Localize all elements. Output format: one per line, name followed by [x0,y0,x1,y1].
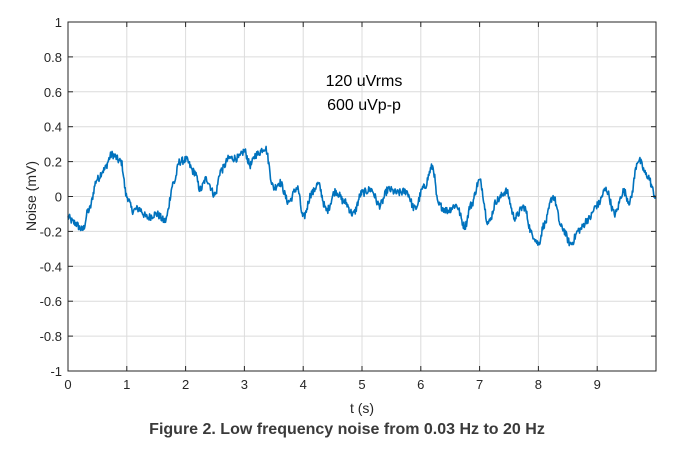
x-tick-label: 9 [594,377,601,392]
y-tick-label: -0.8 [40,329,62,344]
y-tick-label: 0 [55,190,62,205]
y-tick-label: 0.6 [44,85,62,100]
annotation-peak-to-peak: 600 uVp-p [327,97,401,114]
y-tick-label: 0.4 [44,120,62,135]
tick-marks [67,21,656,372]
series-layer [67,145,657,247]
figure-caption: Figure 2. Low frequency noise from 0.03 … [149,421,545,438]
x-tick-label: 8 [535,377,542,392]
y-tick-label: -0.4 [40,259,62,274]
y-tick-label: 0.2 [44,155,62,170]
x-tick-label: 6 [417,377,424,392]
y-tick-label: -0.6 [40,294,62,309]
y-axis-label: Noise (mV) [23,161,39,231]
y-tick-label: -1 [50,364,62,379]
y-tick-labels: -1 -0.8 -0.6 -0.4 -0.2 0 0.2 0.4 0.6 0.8 1 [40,15,62,379]
x-tick-labels: 0 1 2 3 4 5 6 7 8 9 [64,377,600,392]
noise-series-line [67,145,657,247]
x-tick-label: 5 [358,377,365,392]
annotation-rms: 120 uVrms [326,73,403,90]
x-tick-label: 1 [123,377,130,392]
y-tick-label: 0.8 [44,50,62,65]
x-tick-label: 2 [182,377,189,392]
x-tick-label: 4 [300,377,307,392]
noise-chart: 0 1 2 3 4 5 6 7 8 9 -1 -0.8 -0.6 -0.4 -0.2 0 0.2 0.4 0.6 0… [23,15,657,416]
x-tick-label: 0 [64,377,71,392]
y-tick-label: 1 [55,15,62,30]
x-axis-label: t (s) [350,400,374,416]
x-tick-label: 3 [241,377,248,392]
y-tick-label: -0.2 [40,224,62,239]
x-tick-label: 7 [476,377,483,392]
